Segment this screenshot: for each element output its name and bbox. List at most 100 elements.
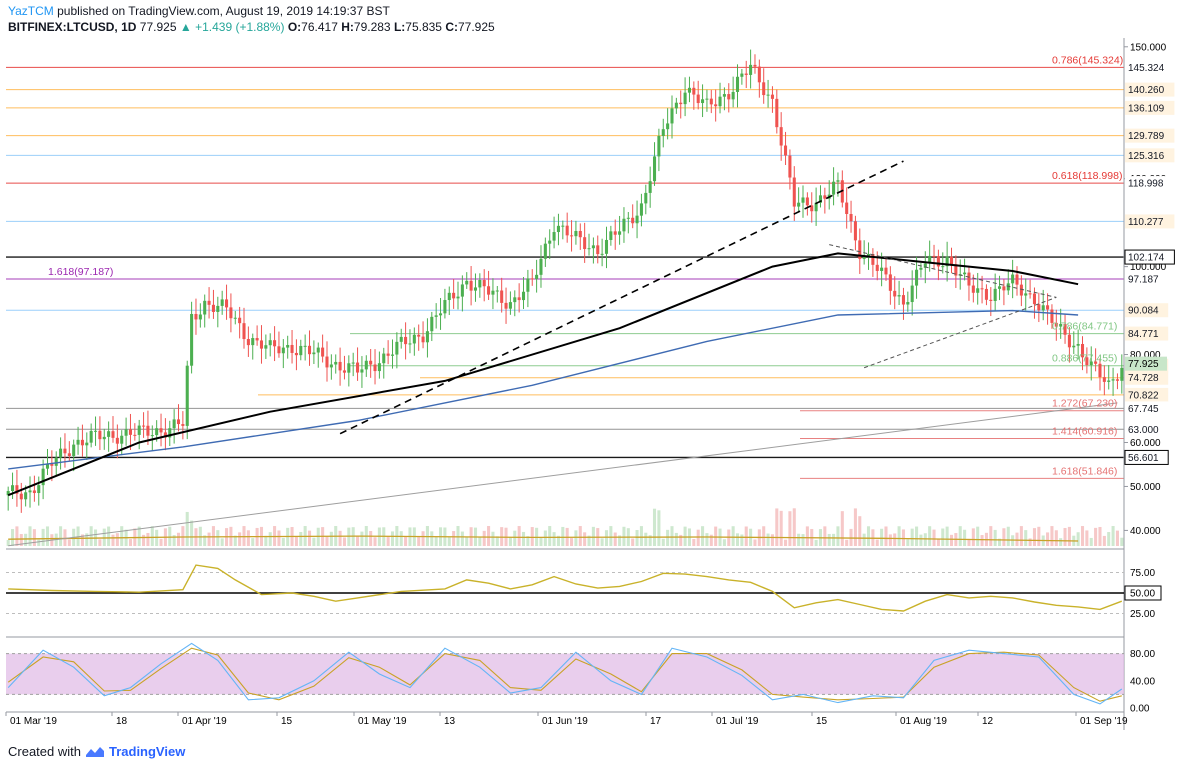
volume-bar [399,531,403,546]
candle-body [98,430,102,440]
volume-bar [41,528,45,546]
volume-bar [805,526,809,546]
candle-body [661,129,665,137]
volume-bar [648,535,652,546]
level-price-tag-text: 110.277 [1128,217,1164,228]
candle-body [657,136,661,157]
volume-bar [360,531,364,546]
volume-bar [583,532,587,546]
candle-body [967,272,971,286]
volume-bar [281,537,285,546]
time-tick-label: 01 Aug '19 [900,716,947,727]
candle-body [971,285,975,293]
candle-body [1002,286,1006,291]
volume-bar [578,526,582,546]
volume-bar [897,526,901,546]
volume-bar [168,526,172,546]
volume-bar [635,530,639,546]
volume-bar [1028,538,1032,546]
level-price-tag-text: 136.109 [1128,103,1165,114]
volume-bar [277,530,281,546]
candle-body [41,468,45,486]
volume-bar [1089,537,1093,546]
candle-body [849,213,853,222]
volume-bar [460,531,464,546]
candle-body [369,360,373,365]
candle-body [198,314,202,320]
candle-body [1024,293,1028,296]
stoch-band [6,653,1124,695]
volume-bar [1115,530,1119,546]
volume-bar [63,529,67,546]
stoch-tick-label: 40.00 [1130,676,1155,687]
candle-body [281,347,285,354]
candle-body [976,288,980,293]
volume-bar [447,537,451,546]
candle-body [500,290,504,303]
rsi-current-tag [1124,585,1162,601]
tradingview-brand[interactable]: TradingView [108,744,186,759]
volume-bar [146,532,150,546]
volume-bar [67,539,71,546]
candle-body [862,255,866,259]
candle-body [583,237,587,250]
level-label: 1.272(67.230) [1052,398,1117,410]
volume-bar [556,535,560,546]
volume-bar [128,539,132,546]
author-link[interactable]: YazTCM [8,4,54,18]
volume-bar [692,538,696,546]
stoch-d-line [7,647,1122,702]
candle-body [574,230,578,237]
candle-body [1019,284,1023,296]
volume-bar [137,526,141,546]
candle-body [875,264,879,271]
candle-body [1032,293,1037,305]
price-chart[interactable]: 0.786(145.324) 0.618(118.998) 1.618(97.187… [0,0,1180,740]
candle-body [1059,323,1063,327]
volume-bar [482,530,486,546]
volume-bar [190,520,194,546]
volume-bar [661,538,665,546]
volume-bar [28,526,32,546]
candle-body [19,493,23,500]
level-price-tag [1125,214,1175,229]
volume-bar [915,526,919,546]
candle-body [1102,377,1106,382]
volume-bar [609,526,613,546]
candle-body [989,299,993,301]
current-price-text: 77.925 [1128,359,1159,370]
candle-body [32,490,36,494]
volume-bar [76,526,80,546]
candle-body [395,341,399,355]
volume-bar [591,526,595,546]
candle-body [1050,309,1054,323]
candle-body [495,290,499,292]
candle-body [399,336,403,342]
candle-body [456,296,460,299]
volume-bar [508,537,512,546]
main-pane[interactable] [6,38,1124,548]
volume-bar [906,539,910,546]
candle-body [530,278,534,280]
volume-bar [1059,538,1063,546]
volume-bar [753,539,757,546]
level-price-tag-text: 97.187 [1128,274,1159,285]
volume-bar [980,535,984,546]
volume-bar [836,526,840,546]
volume-bar [1019,526,1023,546]
volume-bar [604,530,609,546]
candle-body [159,428,163,433]
candle-body [246,339,250,346]
volume-bar [779,510,783,546]
volume-bar [521,531,526,546]
volume-bar [211,526,215,546]
time-tick-label: 01 Jun '19 [542,716,588,727]
volume-bar [421,531,425,546]
volume-bar [587,535,591,546]
volume-bar [631,538,635,546]
candle-body [347,363,351,373]
candle-body [740,73,744,77]
volume-bar [526,536,530,546]
candle-body [600,253,604,255]
candle-body [893,290,897,297]
